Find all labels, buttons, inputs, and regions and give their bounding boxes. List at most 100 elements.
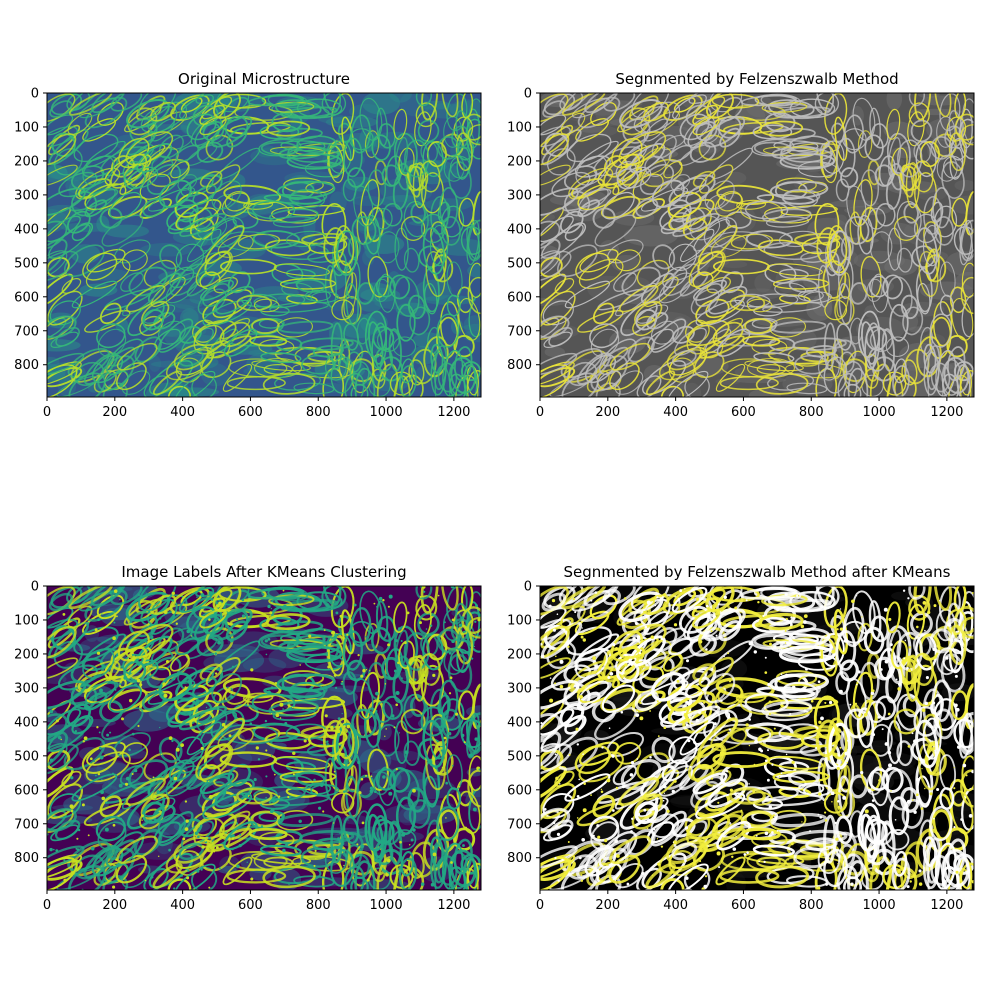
grain-boundary (102, 874, 129, 890)
grain-boundary (159, 244, 183, 270)
grain-boundary (395, 796, 417, 836)
grain-boundary (540, 845, 578, 869)
speckle (720, 699, 723, 702)
grain-boundary (223, 184, 282, 206)
speckle (543, 808, 547, 811)
grain-boundary (223, 821, 258, 851)
speckle (938, 600, 941, 602)
grain-boundary (392, 829, 417, 851)
grain-boundary (409, 306, 431, 336)
texture-blob (463, 329, 481, 343)
speckle (638, 651, 642, 655)
speckle (554, 753, 557, 756)
speckle (755, 835, 758, 837)
grain-boundary (273, 263, 330, 277)
speckle (790, 616, 793, 619)
grain-boundary (592, 795, 616, 818)
grain-boundary (663, 161, 683, 179)
speckle (699, 860, 702, 863)
speckle (646, 827, 649, 830)
grain-boundary (47, 187, 86, 216)
speckle (850, 882, 854, 886)
grain-boundary (351, 708, 377, 739)
speckle (878, 779, 881, 782)
speckle (468, 753, 473, 758)
grain-boundary (97, 328, 127, 357)
speckle (846, 761, 849, 764)
grain-boundary (541, 592, 567, 612)
grain-boundary (612, 764, 638, 786)
grain-boundary (652, 244, 676, 270)
texture-blob (694, 202, 718, 220)
grain-boundary (82, 155, 115, 186)
speckle (217, 640, 222, 645)
speckle (753, 650, 757, 654)
speckle (474, 620, 477, 623)
grain-boundary (126, 284, 166, 313)
grain-boundary (667, 863, 709, 890)
speckle (208, 886, 211, 889)
grain-boundary (661, 759, 688, 782)
y-tick-label: 500 (14, 256, 39, 271)
speckle (53, 732, 57, 736)
speckle (567, 754, 569, 757)
speckle (414, 678, 417, 681)
speckle (447, 731, 452, 736)
grain-boundary (651, 134, 677, 159)
grain-boundary (157, 813, 187, 838)
grain-boundary (667, 691, 716, 724)
grain-boundary (181, 327, 214, 356)
grain-boundary (922, 717, 942, 760)
speckle (839, 746, 842, 749)
grain-boundary (84, 183, 127, 211)
grain-boundary (925, 740, 941, 776)
speckle (777, 639, 780, 642)
speckle (551, 598, 556, 603)
grain-boundary (585, 354, 616, 384)
grain-boundary (364, 803, 388, 852)
grain-boundary (893, 708, 919, 735)
speckle (430, 882, 435, 887)
grain-boundary (674, 327, 707, 356)
speckle (333, 725, 336, 728)
speckle (785, 753, 788, 756)
grain-boundary (540, 315, 570, 339)
grain-boundary (668, 850, 696, 877)
grain-boundary (276, 673, 336, 693)
speckle (102, 755, 105, 757)
y-tick-label: 700 (14, 817, 39, 832)
speckle (247, 705, 250, 708)
grain-boundary (822, 260, 847, 299)
grain-boundary (717, 608, 742, 633)
grain-boundary (84, 310, 131, 333)
speckle (138, 594, 140, 596)
speckle (764, 671, 768, 674)
speckle (474, 737, 478, 741)
grain-boundary (225, 115, 249, 139)
grain-boundary (222, 363, 253, 392)
grain-boundary (215, 285, 255, 315)
speckle (159, 726, 161, 729)
grain-boundary (429, 224, 449, 267)
texture-blob (853, 250, 905, 271)
speckle (175, 622, 178, 625)
speckle (94, 628, 98, 632)
speckle (932, 647, 936, 651)
grain-boundary (456, 779, 474, 807)
x-tick-label: 200 (102, 405, 127, 420)
texture-blob (383, 804, 429, 823)
grain-boundary (869, 275, 889, 298)
grain-boundary (645, 370, 676, 396)
y-tick-label: 700 (14, 324, 39, 339)
grain-boundary (218, 93, 267, 109)
speckle (695, 718, 700, 723)
speckle (134, 769, 138, 773)
grain-boundary (600, 195, 641, 219)
grain-boundary (896, 740, 913, 767)
speckle (196, 853, 200, 856)
speckle (125, 776, 130, 781)
grain-boundary (170, 161, 190, 179)
grain-boundary (846, 185, 867, 227)
grain-boundary (932, 187, 952, 229)
grain-boundary (578, 751, 624, 783)
